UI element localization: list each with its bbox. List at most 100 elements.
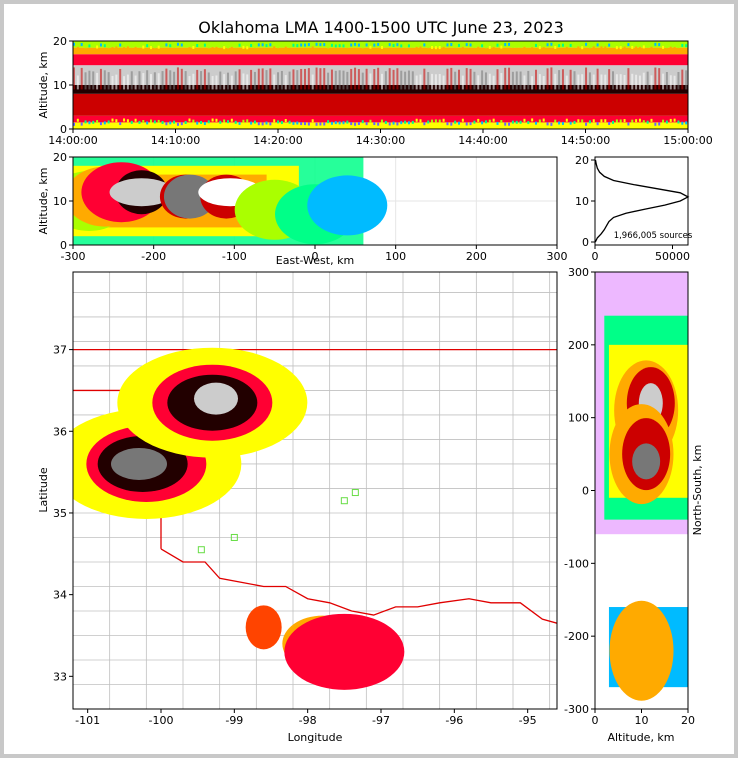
time-height-streak — [673, 118, 676, 122]
figure-title: Oklahoma LMA 1400-1500 UTC June 23, 2023 — [198, 18, 564, 37]
time-height-streak — [350, 43, 353, 47]
time-height-streak — [134, 118, 137, 122]
time-height-streak — [99, 122, 102, 126]
time-height-streak — [450, 67, 453, 90]
time-height-streak — [585, 67, 588, 90]
time-height-streak — [311, 46, 314, 50]
time-height-streak — [407, 44, 410, 48]
time-height-streak — [488, 45, 491, 49]
time-height-streak — [238, 43, 241, 47]
time-height-streak — [296, 70, 299, 90]
time-height-streak — [284, 46, 287, 50]
time-height-streak — [638, 46, 641, 50]
time-height-streak — [569, 43, 572, 47]
time-height-streak — [469, 43, 472, 47]
time-height-streak — [531, 118, 534, 122]
time-height-streak — [461, 46, 464, 50]
time-height-streak — [103, 44, 106, 48]
time-height-streak — [215, 118, 218, 122]
time-height-streak — [515, 71, 518, 90]
time-height-streak — [327, 120, 330, 124]
time-height-streak — [234, 71, 237, 90]
plan-view-y-tick: 36 — [53, 425, 67, 438]
time-height-streak — [415, 46, 418, 50]
time-height-streak — [488, 119, 491, 123]
time-height-streak — [330, 121, 333, 125]
plan-view-density-blob — [284, 613, 405, 690]
histogram-series-line — [594, 159, 690, 243]
time-height-streak — [188, 118, 191, 122]
north-south-y-tick: 200 — [568, 339, 589, 352]
time-height-streak — [473, 71, 476, 90]
time-height-streak — [561, 43, 564, 47]
time-height-streak — [677, 120, 680, 124]
time-height-streak — [596, 68, 599, 90]
east-west-cell — [307, 175, 388, 236]
time-height-streak — [176, 67, 179, 90]
time-height-streak — [307, 43, 310, 47]
time-height-streak — [130, 120, 133, 124]
time-height-streak — [558, 121, 561, 125]
time-height-streak — [484, 72, 487, 90]
histogram-source-count: 1,966,005 sources — [614, 231, 693, 241]
time-height-streak — [585, 42, 588, 46]
time-height-streak — [673, 46, 676, 50]
time-height-streak — [635, 119, 638, 123]
time-height-streak — [273, 46, 276, 50]
time-height-streak — [573, 44, 576, 48]
time-height-streak — [338, 44, 341, 48]
histogram-y-tick: 0 — [582, 236, 589, 249]
time-height-streak — [392, 121, 395, 125]
time-height-streak — [458, 43, 460, 47]
time-height-x-tick: 14:50:00 — [561, 134, 610, 147]
time-height-streak — [342, 70, 345, 90]
time-height-streak — [227, 72, 229, 90]
north-south-y-tick: 300 — [568, 266, 589, 279]
north-south-y-tick: -200 — [564, 630, 589, 643]
time-height-streak — [84, 45, 87, 49]
time-height-streak — [496, 69, 499, 90]
time-height-streak — [423, 68, 426, 90]
time-height-streak — [465, 122, 468, 126]
time-height-streak — [134, 46, 137, 50]
east-west-x-tick: -300 — [61, 250, 86, 263]
time-height-streak — [107, 45, 110, 49]
time-height-streak — [211, 118, 214, 122]
plan-view-frame — [72, 271, 558, 710]
time-height-streak — [211, 76, 214, 90]
time-height-streak — [169, 44, 172, 48]
time-height-streak — [392, 69, 395, 90]
time-height-streak — [434, 46, 437, 50]
time-height-streak — [223, 46, 226, 50]
time-height-streak — [581, 46, 584, 50]
time-height-streak — [261, 68, 264, 90]
time-height-streak — [126, 119, 129, 123]
time-height-streak — [334, 44, 337, 48]
time-height-streak — [146, 70, 149, 90]
time-height-streak — [284, 75, 287, 90]
time-height-streak — [138, 120, 141, 124]
time-height-streak — [161, 120, 164, 124]
time-height-streak — [288, 44, 291, 48]
east-west-y-tick: 0 — [60, 239, 67, 252]
time-height-streak — [273, 74, 276, 90]
time-height-streak — [88, 44, 91, 48]
time-height-streak — [642, 45, 645, 49]
time-height-streak — [342, 121, 345, 125]
north-south-y-tick: 0 — [582, 485, 589, 498]
time-height-streak — [292, 69, 295, 90]
time-height-streak — [319, 122, 322, 126]
time-height-streak — [300, 43, 303, 47]
east-west-y-tick: 10 — [53, 195, 67, 208]
time-height-streak — [535, 121, 537, 125]
time-height-streak — [677, 45, 680, 49]
time-height-streak — [665, 120, 668, 124]
time-height-streak — [200, 44, 203, 48]
time-height-streak — [327, 45, 330, 49]
time-height-streak — [400, 121, 403, 125]
time-height-streak — [619, 119, 622, 123]
time-height-streak — [411, 71, 414, 90]
time-height-streak — [612, 71, 614, 90]
north-south-y-tick: 100 — [568, 412, 589, 425]
time-height-streak — [569, 121, 572, 125]
